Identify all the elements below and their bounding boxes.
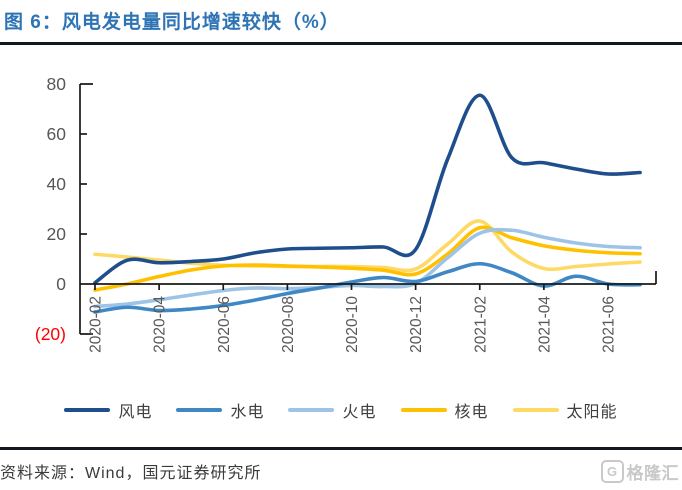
- series-line-wind: [93, 93, 642, 285]
- gelonghui-watermark: G 格隆汇: [600, 459, 680, 484]
- legend-label-wind: 风电: [118, 404, 153, 421]
- y-tick-label: 80: [47, 74, 67, 94]
- y-tick-label: (20): [35, 324, 66, 344]
- gelonghui-g-icon: G: [600, 460, 624, 483]
- footer-divider: [0, 447, 682, 450]
- x-tick-label: 2020-10: [344, 296, 361, 353]
- legend-item-hydro: 水电: [176, 399, 264, 421]
- legend-swatch-nuclear: [400, 408, 447, 412]
- line-chart-plot: 80 60 40 20 0 (20) 2020-02 2020-04 2020-06 2020-0…: [35, 74, 657, 353]
- legend-label-hydro: 水电: [230, 404, 265, 421]
- series-line-thermal: [93, 227, 642, 309]
- legend-label-nuclear: 核电: [454, 404, 489, 421]
- axis-line: [80, 83, 93, 335]
- series-line-nuclear: [93, 225, 642, 292]
- y-tick-label: 20: [47, 224, 67, 244]
- legend-swatch-hydro: [176, 408, 223, 412]
- legend-label-thermal: 火电: [342, 404, 377, 421]
- page-title: 图 6：风电发电量同比增速较快（%）: [4, 12, 340, 33]
- y-tick-label: 0: [56, 274, 66, 294]
- x-tick-label: 2020-06: [216, 296, 233, 353]
- legend-item-thermal: 火电: [288, 399, 376, 421]
- legend-swatch-thermal: [288, 408, 335, 412]
- legend-label-solar: 太阳能: [566, 404, 618, 421]
- x-tick-label: 2020-04: [152, 296, 169, 353]
- x-tick-label: 2020-12: [408, 296, 425, 353]
- legend-swatch-wind: [64, 408, 111, 412]
- x-tick-label: 2021-06: [601, 296, 618, 353]
- y-tick-label: 40: [47, 174, 67, 194]
- data-source-note: 资料来源：Wind，国元证券研究所: [0, 465, 262, 482]
- x-tick-label: 2020-02: [88, 296, 105, 353]
- x-tick-label: 2020-08: [280, 296, 297, 353]
- y-tick-label: 60: [47, 124, 67, 144]
- legend-swatch-solar: [512, 408, 559, 412]
- legend-item-solar: 太阳能: [512, 399, 618, 421]
- legend-item-nuclear: 核电: [400, 399, 489, 421]
- gelonghui-logo-text: 格隆汇: [626, 464, 679, 483]
- x-tick-label: 2021-02: [472, 296, 489, 353]
- series-line-hydro: [93, 261, 642, 314]
- x-tick-label: 2021-04: [536, 296, 553, 353]
- title-divider: [0, 42, 682, 45]
- legend-item-wind: 风电: [64, 399, 152, 421]
- chart-legend: 风电 水电 火电 核电 太阳能: [0, 399, 682, 421]
